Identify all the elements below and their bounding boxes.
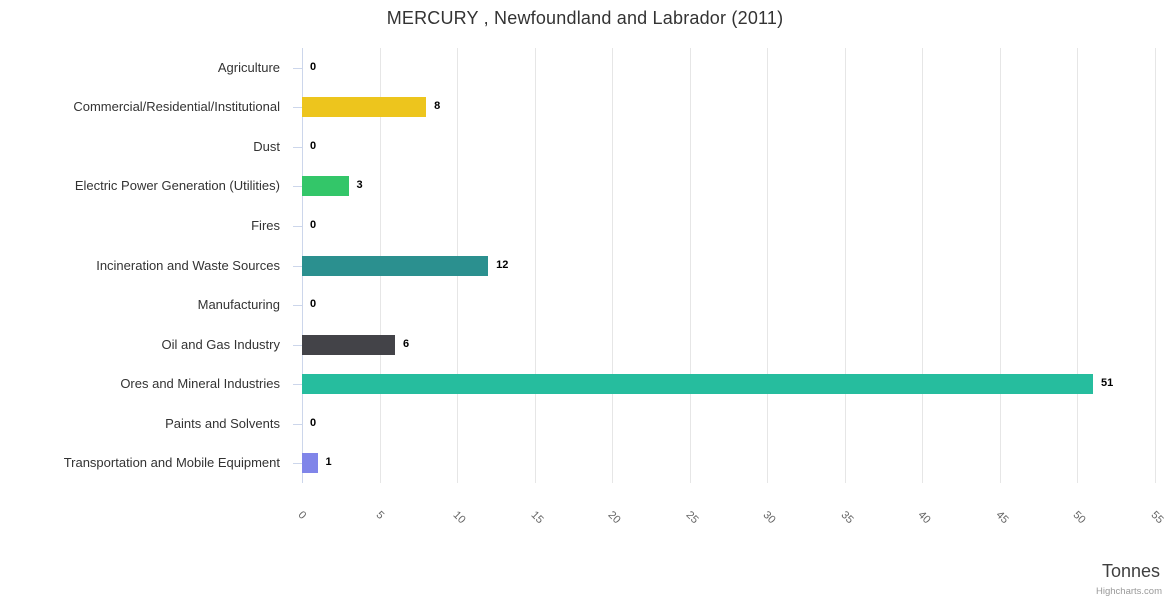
gridline <box>1155 48 1156 483</box>
category-label: Ores and Mineral Industries <box>120 376 280 392</box>
gridline <box>999 48 1001 483</box>
value-axis-tick-label: 50 <box>1070 509 1089 527</box>
bar[interactable] <box>302 255 489 276</box>
bar-value-label: 0 <box>310 218 317 231</box>
bar-value-label: 3 <box>356 179 363 192</box>
gridline <box>767 48 769 483</box>
category-label: Electric Power Generation (Utilities) <box>74 178 280 194</box>
value-axis-tick-label: 5 <box>373 509 386 522</box>
bar-value-label: 6 <box>403 337 410 350</box>
bar-value-label: 8 <box>434 100 441 113</box>
bar[interactable] <box>302 374 1093 395</box>
bar[interactable] <box>302 453 318 474</box>
value-axis-title: Tonnes <box>1101 561 1160 581</box>
gridline <box>612 48 614 483</box>
bar-value-label: 1 <box>325 456 332 469</box>
category-label: Commercial/Residential/Institutional <box>73 99 280 115</box>
bar-value-label: 0 <box>310 139 317 152</box>
gridline <box>689 48 691 483</box>
bar-value-label: 0 <box>310 60 317 73</box>
gridline <box>1077 48 1079 483</box>
category-tick <box>293 345 302 346</box>
highcharts-credit[interactable]: Highcharts.com <box>1096 586 1162 597</box>
value-axis-tick-label: 25 <box>683 509 701 527</box>
gridline <box>922 48 924 483</box>
category-tick <box>293 147 302 148</box>
value-axis-tick-label: 10 <box>450 509 468 527</box>
category-axis-labels: Agriculture Commercial/Residential/Instit… <box>0 48 290 483</box>
bar-value-label: 0 <box>310 416 317 429</box>
category-tick <box>293 226 302 227</box>
category-tick <box>293 305 302 306</box>
category-tick <box>293 107 302 108</box>
bar-value-label: 51 <box>1100 377 1114 390</box>
category-tick <box>293 424 302 425</box>
category-label: Incineration and Waste Sources <box>96 257 280 273</box>
category-label: Fires <box>251 217 280 233</box>
value-axis-tick-label: 20 <box>605 509 623 527</box>
value-axis-tick-label: 45 <box>993 509 1011 527</box>
category-tick <box>293 68 302 69</box>
value-axis-tick-label: 35 <box>838 509 856 527</box>
bar[interactable] <box>302 176 349 197</box>
bar[interactable] <box>302 334 396 355</box>
category-label: Oil and Gas Industry <box>161 336 281 352</box>
gridline <box>844 48 846 483</box>
category-label: Manufacturing <box>197 297 280 313</box>
value-axis-tick-label: 15 <box>528 509 546 527</box>
gridline <box>534 48 536 483</box>
chart-title: MERCURY , Newfoundland and Labrador (201… <box>386 8 784 28</box>
bar-value-label: 0 <box>310 298 317 311</box>
category-tick <box>293 384 302 385</box>
category-label: Paints and Solvents <box>165 415 280 431</box>
bar[interactable] <box>302 97 427 118</box>
value-axis-tick-label: 55 <box>1148 509 1166 527</box>
category-tick <box>293 186 302 187</box>
category-tick <box>293 266 302 267</box>
category-tick <box>293 463 302 464</box>
value-axis-tick-label: 30 <box>760 509 778 527</box>
plot-area: 0 8 0 3 0 12 0 6 51 0 1 <box>293 48 1156 483</box>
bar-value-label: 12 <box>496 258 509 271</box>
category-label: Dust <box>253 138 280 154</box>
category-label: Agriculture <box>217 59 280 75</box>
value-axis-tick-label: 0 <box>295 509 309 522</box>
value-axis-tick-label: 40 <box>915 509 934 527</box>
category-label: Transportation and Mobile Equipment <box>63 455 280 471</box>
